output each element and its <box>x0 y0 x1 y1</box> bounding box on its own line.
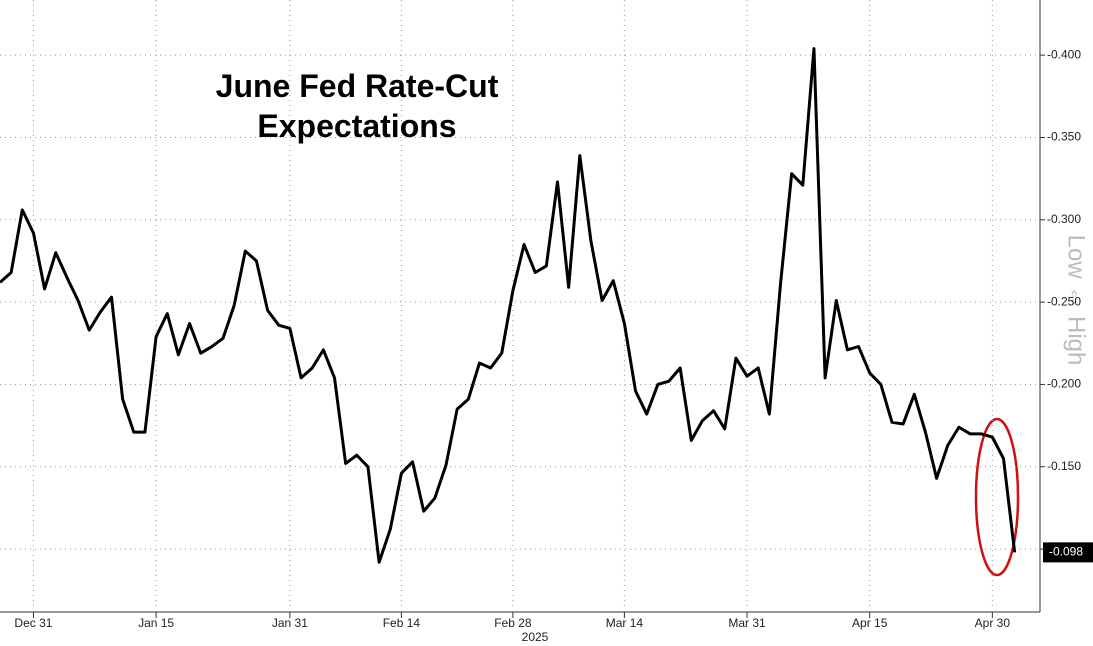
x-tick-label: Feb 28 <box>494 616 532 630</box>
x-tick-label: Apr 15 <box>852 616 888 630</box>
x-axis-label: 2025 <box>522 630 549 644</box>
last-value-label: -0.098 <box>1049 545 1083 559</box>
last-value-box <box>1043 542 1093 563</box>
x-tick-label: Dec 31 <box>14 616 52 630</box>
line <box>0 47 1017 564</box>
highlight-ellipse <box>974 417 1020 577</box>
y-tick-label: -0.350 <box>1047 130 1081 144</box>
x-tick-label: Mar 31 <box>728 616 766 630</box>
x-tick-label: Jan 31 <box>272 616 308 630</box>
y-tick-label: -0.150 <box>1047 459 1081 473</box>
y-tick-label: -0.250 <box>1047 294 1081 308</box>
y-tick-label: -0.300 <box>1047 212 1081 226</box>
y-axis-label: Low ⇔ High <box>1063 235 1090 366</box>
x-tick-label: Feb 14 <box>383 616 421 630</box>
x-tick-label: Jan 15 <box>138 616 174 630</box>
x-tick-label: Mar 14 <box>606 616 644 630</box>
y-tick-label: -0.200 <box>1047 377 1081 391</box>
y-tick-label: -0.400 <box>1047 47 1081 61</box>
chart-title: June Fed Rate-Cut Expectations <box>215 68 499 144</box>
x-tick-label: Apr 30 <box>975 616 1011 630</box>
